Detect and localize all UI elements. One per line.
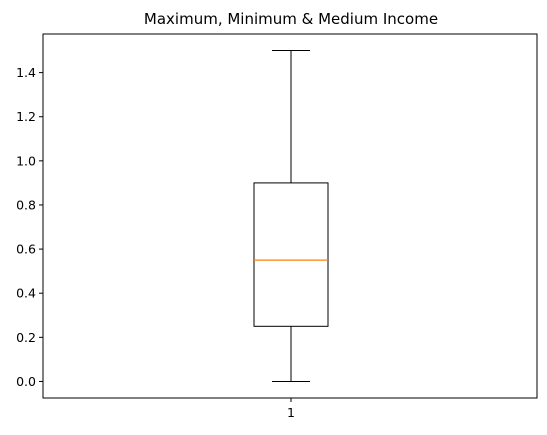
x-tick-label: 1 [287, 405, 295, 420]
y-tick-label: 1.0 [16, 153, 36, 168]
x-axis: 1 [287, 398, 295, 420]
boxplot-series [253, 50, 329, 382]
plot-frame [42, 33, 538, 399]
y-tick-label: 1.4 [16, 65, 36, 80]
y-axis: 0.0 0.2 0.4 0.6 0.8 1.0 1.2 1.4 [16, 65, 43, 389]
chart-title: Maximum, Minimum & Medium Income [144, 10, 438, 28]
y-tick-label: 1.2 [16, 109, 36, 124]
iqr-box [253, 182, 329, 327]
y-tick-label: 0.4 [16, 286, 36, 301]
y-tick-label: 0.6 [16, 242, 36, 257]
y-tick-label: 0.0 [16, 374, 36, 389]
y-tick-label: 0.2 [16, 330, 36, 345]
y-tick-label: 0.8 [16, 197, 36, 212]
